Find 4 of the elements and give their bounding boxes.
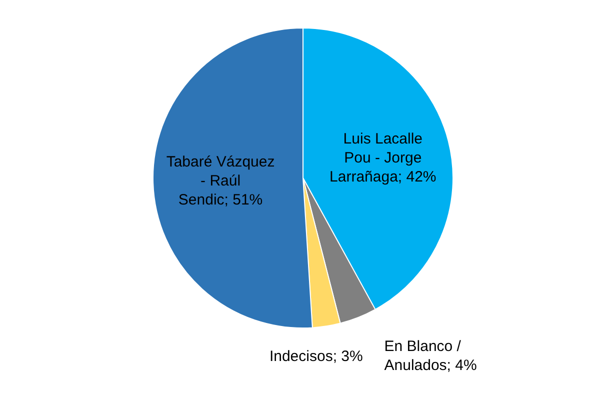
slice-label: Indecisos; 3% [269,348,363,365]
slice-label: Tabaré Vázquez - Raúl Sendic; 51% [166,154,275,209]
slice-label: En Blanco / Anulados; 4% [384,338,477,374]
slice-label: Luis Lacalle Pou - Jorge Larrañaga; 42% [330,130,436,186]
